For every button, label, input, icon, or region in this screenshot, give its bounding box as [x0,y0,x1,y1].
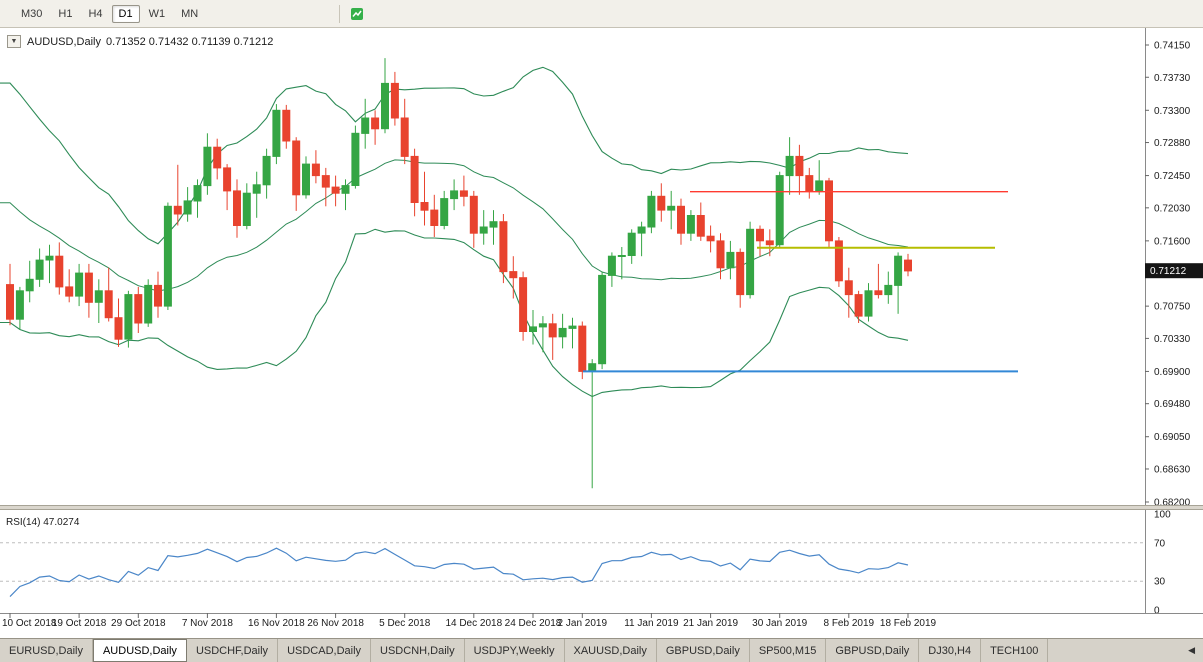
rsi-label: RSI(14) 47.0274 [6,517,80,528]
svg-text:0.70330: 0.70330 [1154,334,1191,345]
x-axis-label: 24 Dec 2018 [505,618,562,629]
chart-tab-tech100[interactable]: TECH100 [981,639,1049,662]
svg-text:70: 70 [1154,538,1166,549]
svg-text:0.71600: 0.71600 [1154,236,1191,247]
chart-tab-xauusd-daily[interactable]: XAUUSD,Daily [565,639,657,662]
x-axis-label: 29 Oct 2018 [111,618,166,629]
x-axis-label: 26 Nov 2018 [307,618,364,629]
chart-dropdown-button[interactable]: ▼ [7,35,21,48]
x-axis-label: 30 Jan 2019 [752,618,807,629]
chart-tab-gbpusd-daily[interactable]: GBPUSD,Daily [826,639,920,662]
timeframe-button-m30[interactable]: M30 [21,7,43,20]
svg-text:0.74150: 0.74150 [1154,41,1191,52]
chart-tab-usdjpy-weekly[interactable]: USDJPY,Weekly [465,639,565,662]
current-price-tag: 0.71212 [1145,263,1203,279]
svg-text:0.72030: 0.72030 [1154,203,1191,214]
x-axis-label: 11 Jan 2019 [624,618,679,629]
x-axis-label: 2 Jan 2019 [558,618,608,629]
svg-text:0.72450: 0.72450 [1154,171,1191,182]
svg-text:0.71212: 0.71212 [1150,266,1187,277]
svg-text:30: 30 [1154,577,1166,588]
timeframe-button-mn[interactable]: MN [181,7,199,20]
chart-tab-bar: EURUSD,Daily AUDUSD,Daily USDCHF,Daily USDC… [0,638,1203,662]
svg-text:100: 100 [1154,510,1171,521]
chart-symbol-period: AUDUSD,Daily [27,35,101,48]
chart-tab-eurusd-daily[interactable]: EURUSD,Daily [0,639,93,662]
timeframe-buttons: M30 H1 H4 D1 W1 MN [14,4,207,23]
x-axis-label: 10 Oct 2018 [2,618,57,629]
svg-text:0.73300: 0.73300 [1154,106,1191,117]
timeframe-button-w1[interactable]: W1 [148,7,166,20]
chart-tab-usdchf-daily[interactable]: USDCHF,Daily [187,639,279,662]
x-axis-label: 8 Feb 2019 [823,618,874,629]
timeframe-button-d1[interactable]: D1 [111,4,140,23]
toolbar-separator [339,4,341,23]
bollinger-bands [0,66,909,398]
x-axis-label: 5 Dec 2018 [379,618,431,629]
timeframe-button-h1[interactable]: H1 [58,7,73,20]
svg-text:0.73730: 0.73730 [1154,73,1191,84]
chart-canvas[interactable]: 0.74150 0.73730 0.73300 0.72880 0.72450 0.720… [0,28,1203,638]
x-axis-label: 21 Jan 2019 [683,618,738,629]
chart-tabs: EURUSD,Daily AUDUSD,Daily USDCHF,Daily USDC… [0,639,1049,662]
chart-area[interactable]: 0.74150 0.73730 0.73300 0.72880 0.72450 0.720… [0,28,1203,638]
svg-text:0.68630: 0.68630 [1154,464,1191,475]
svg-text:0.69050: 0.69050 [1154,432,1191,443]
x-axis-label: 14 Dec 2018 [445,618,502,629]
x-axis-label: 7 Nov 2018 [182,618,234,629]
chart-tab-gbpusd-daily[interactable]: GBPUSD,Daily [657,639,750,662]
x-axis-label: 16 Nov 2018 [248,618,305,629]
indicator-icon[interactable] [350,7,364,21]
chart-title: ▼ AUDUSD,Daily 0.71352 0.71432 0.71139 0… [7,35,273,48]
chart-tab-usdcnh-daily[interactable]: USDCNH,Daily [371,639,465,662]
x-axis-label: 18 Feb 2019 [880,618,937,629]
pane-splitter[interactable] [0,505,1203,510]
x-axis-label: 19 Oct 2018 [52,618,107,629]
timeframe-button-h4[interactable]: H4 [88,7,103,20]
timeframe-toolbar: M30 H1 H4 D1 W1 MN [0,0,1203,28]
chart-tab-sp500-m15[interactable]: SP500,M15 [750,639,827,662]
chart-tab-audusd-daily[interactable]: AUDUSD,Daily [92,639,187,662]
chart-tab-usdcad-daily[interactable]: USDCAD,Daily [278,639,372,662]
svg-text:0.70750: 0.70750 [1154,302,1191,313]
chart-tab-dj30-h4[interactable]: DJ30,H4 [919,639,982,662]
rsi-line [9,547,909,598]
svg-text:0.68200: 0.68200 [1154,498,1191,509]
svg-text:0: 0 [1154,606,1160,617]
tab-scroll-left-icon[interactable]: ◀ [1188,645,1195,655]
svg-text:0.69480: 0.69480 [1154,399,1191,410]
chart-canvas-holder[interactable]: 0.74150 0.73730 0.73300 0.72880 0.72450 0.720… [0,28,1203,643]
svg-text:0.72880: 0.72880 [1154,138,1191,149]
svg-text:0.69900: 0.69900 [1154,367,1191,378]
chart-ohlc-values: 0.71352 0.71432 0.71139 0.71212 [105,35,274,48]
candles [6,58,912,489]
